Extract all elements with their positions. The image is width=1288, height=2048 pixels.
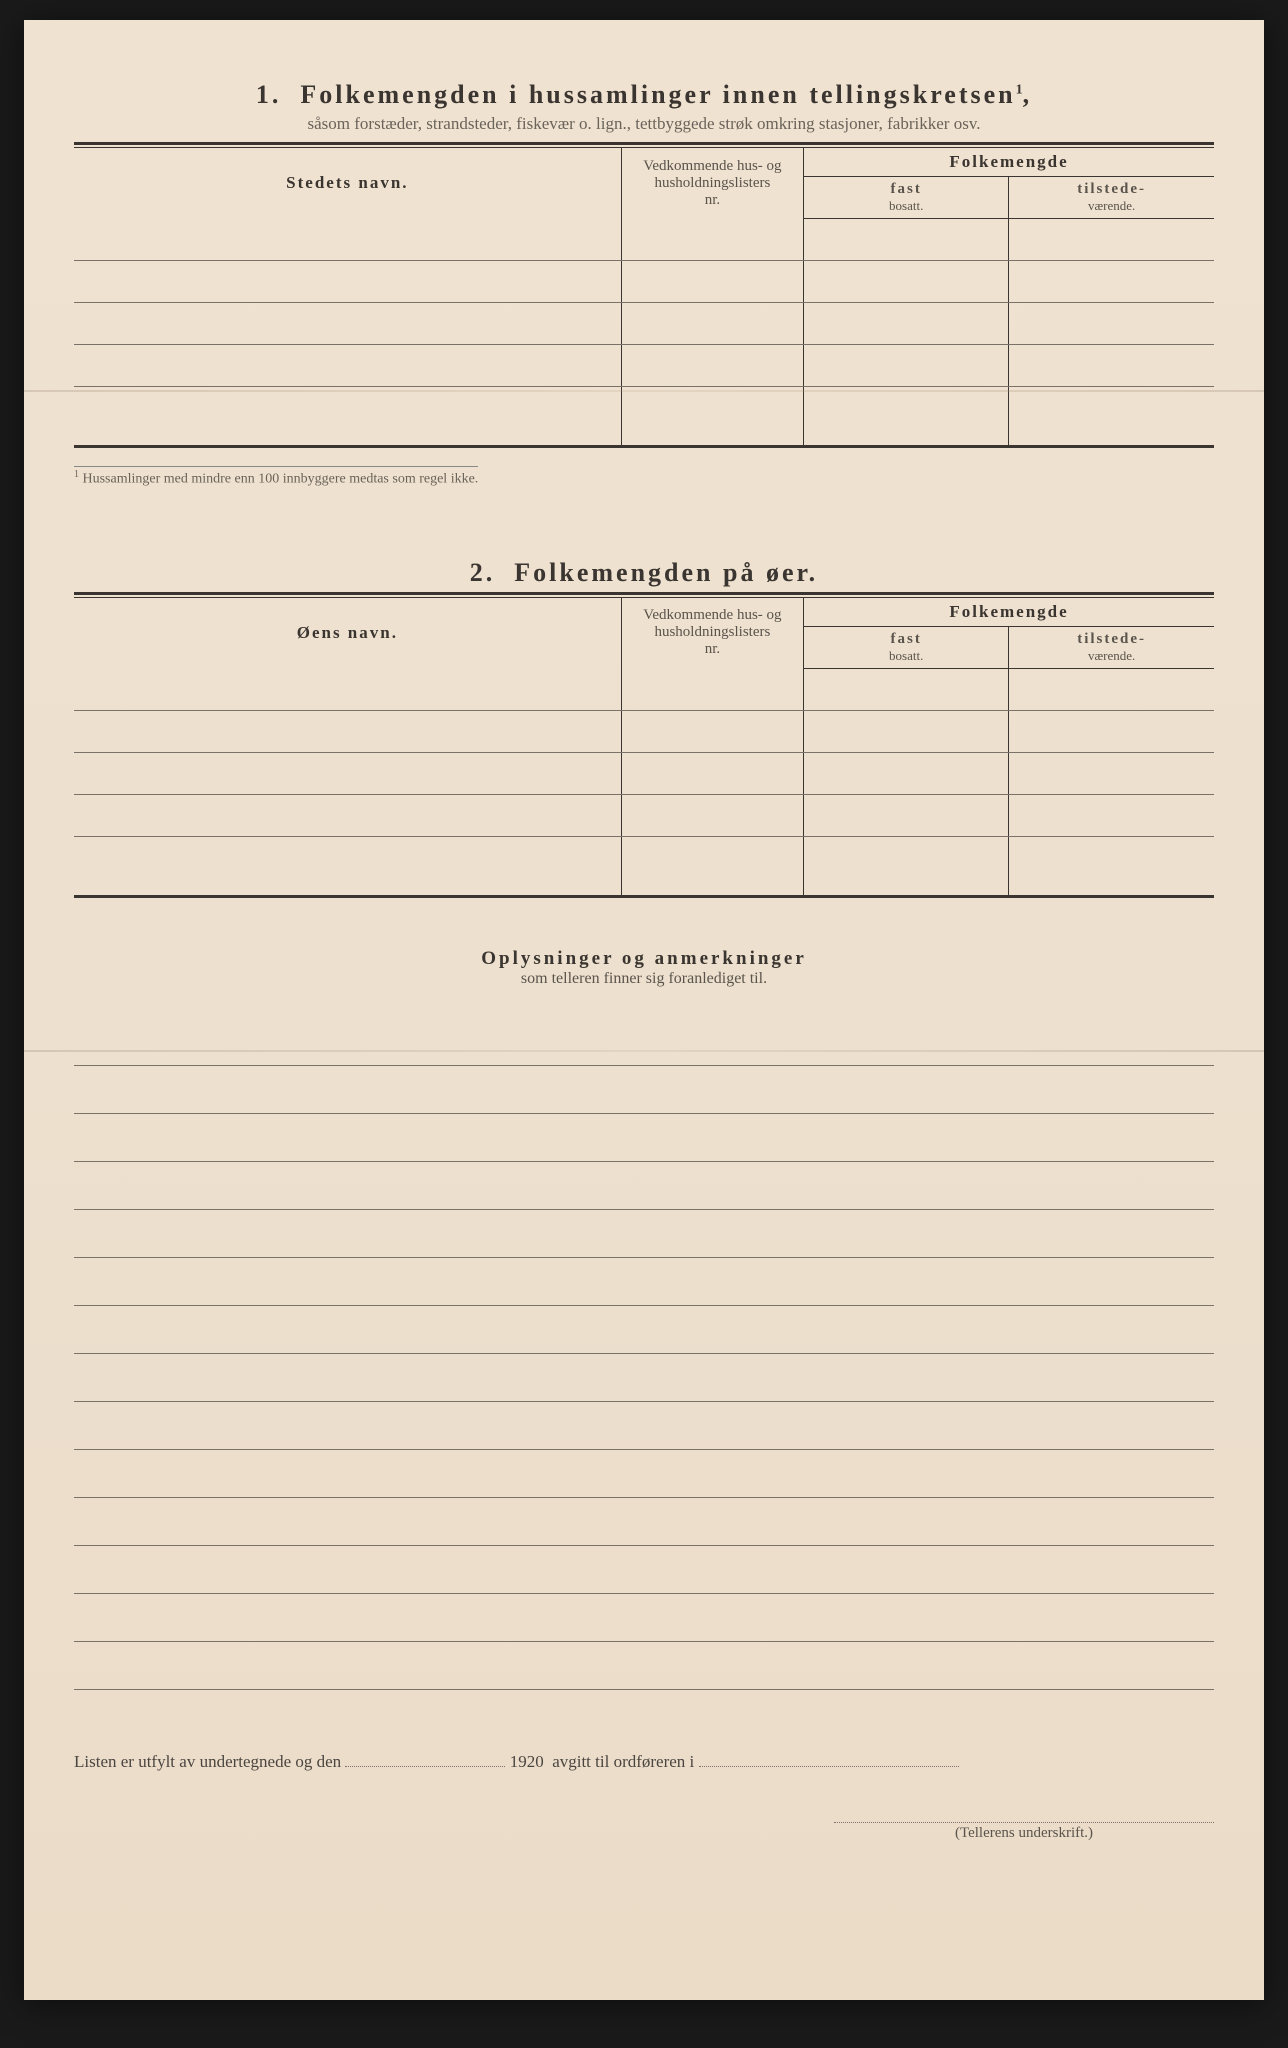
cell	[804, 261, 1009, 303]
table-row	[74, 710, 1214, 752]
ruled-line	[74, 1306, 1214, 1354]
signature-line: (Tellerens underskrift.)	[834, 1822, 1214, 1842]
cell	[74, 387, 621, 447]
section2-title: 2. Folkemengden på øer.	[74, 558, 1214, 588]
ruled-line	[74, 1018, 1214, 1066]
col-fast-header: fast bosatt.	[804, 177, 1009, 219]
col-pop-header: Folkemengde	[804, 598, 1214, 627]
cell	[804, 752, 1009, 794]
cell	[621, 261, 803, 303]
cell	[74, 345, 621, 387]
table-row	[74, 836, 1214, 896]
section3-subtitle: som telleren finner sig foranlediget til…	[74, 970, 1214, 988]
cell	[621, 668, 803, 710]
cell	[1009, 303, 1214, 345]
cell	[804, 710, 1009, 752]
cell	[74, 836, 621, 896]
ruled-line	[74, 1450, 1214, 1498]
cell	[1009, 345, 1214, 387]
section1-footnote: 1 Hussamlinger med mindre enn 100 innbyg…	[74, 466, 478, 488]
cell	[74, 668, 621, 710]
col-name-header: Stedets navn.	[74, 148, 621, 219]
cell	[74, 261, 621, 303]
ruled-line	[74, 1402, 1214, 1450]
table-row	[74, 261, 1214, 303]
section1-table: Stedets navn. Vedkommende hus- og hushol…	[74, 148, 1214, 448]
ruled-line	[74, 1258, 1214, 1306]
ruled-line	[74, 1354, 1214, 1402]
ruled-line	[74, 1114, 1214, 1162]
cell	[804, 668, 1009, 710]
cell	[74, 794, 621, 836]
paper-fold	[24, 390, 1264, 392]
table-row	[74, 303, 1214, 345]
table-row	[74, 668, 1214, 710]
ruled-line	[74, 1066, 1214, 1114]
section1-subtitle: såsom forstæder, strandsteder, fiskevær …	[74, 114, 1214, 134]
table-row	[74, 387, 1214, 447]
table-row	[74, 752, 1214, 794]
col-til-header: tilstede- værende.	[1009, 626, 1214, 668]
cell	[1009, 710, 1214, 752]
cell	[1009, 794, 1214, 836]
cell	[804, 219, 1009, 261]
col-ref-header: Vedkommende hus- og husholdningslisters …	[621, 148, 803, 219]
cell	[621, 303, 803, 345]
cell	[74, 303, 621, 345]
section2-table: Øens navn. Vedkommende hus- og husholdni…	[74, 598, 1214, 898]
cell	[621, 219, 803, 261]
cell	[1009, 752, 1214, 794]
cell	[1009, 387, 1214, 447]
cell	[1009, 668, 1214, 710]
table-row	[74, 219, 1214, 261]
col-name-header: Øens navn.	[74, 598, 621, 669]
cell	[74, 752, 621, 794]
cell	[1009, 836, 1214, 896]
cell	[804, 345, 1009, 387]
cell	[804, 794, 1009, 836]
census-form-page: 1. Folkemengden i hussamlinger innen tel…	[24, 20, 1264, 2000]
section3-title: Oplysninger og anmerkninger	[74, 948, 1214, 970]
blank-place	[699, 1750, 959, 1767]
cell	[621, 387, 803, 447]
table-row	[74, 345, 1214, 387]
cell	[1009, 219, 1214, 261]
col-til-header: tilstede- værende.	[1009, 177, 1214, 219]
ruled-line	[74, 1594, 1214, 1642]
attestation-line: Listen er utfylt av undertegnede og den …	[74, 1750, 1214, 1772]
paper-fold	[24, 1050, 1264, 1052]
blank-date	[345, 1750, 505, 1767]
ruled-line	[74, 1546, 1214, 1594]
cell	[804, 387, 1009, 447]
col-pop-header: Folkemengde	[804, 148, 1214, 177]
cell	[621, 836, 803, 896]
section3: Oplysninger og anmerkninger som telleren…	[74, 948, 1214, 988]
col-ref-header: Vedkommende hus- og husholdningslisters …	[621, 598, 803, 669]
cell	[621, 710, 803, 752]
ruled-line	[74, 1498, 1214, 1546]
table-row	[74, 794, 1214, 836]
cell	[804, 836, 1009, 896]
cell	[621, 345, 803, 387]
ruled-line	[74, 1210, 1214, 1258]
cell	[1009, 261, 1214, 303]
cell	[621, 794, 803, 836]
col-fast-header: fast bosatt.	[804, 626, 1009, 668]
cell	[74, 219, 621, 261]
ruled-line	[74, 1642, 1214, 1690]
ruled-line	[74, 1162, 1214, 1210]
cell	[804, 303, 1009, 345]
section1-title: 1. Folkemengden i hussamlinger innen tel…	[74, 80, 1214, 110]
cell	[621, 752, 803, 794]
cell	[74, 710, 621, 752]
notes-lines	[74, 1018, 1214, 1690]
